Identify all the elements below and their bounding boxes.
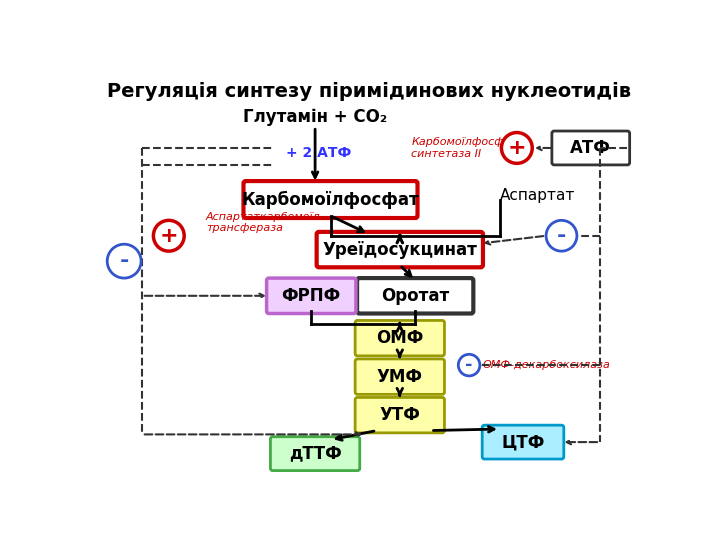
FancyBboxPatch shape [355,320,444,356]
Text: + 2 АТФ: + 2 АТФ [287,146,351,160]
Text: ОМФ-декарбоксилаза: ОМФ-декарбоксилаза [483,360,611,370]
Text: ЦТФ: ЦТФ [501,433,545,451]
FancyBboxPatch shape [357,278,473,314]
Circle shape [546,220,577,251]
Text: УТФ: УТФ [379,406,420,424]
Text: Глутамін + СО₂: Глутамін + СО₂ [243,108,387,126]
FancyBboxPatch shape [355,397,444,433]
Text: Аспартат: Аспартат [500,188,575,203]
Text: -: - [557,226,566,246]
Text: Карбомоїлфосфат-
синтетаза ІІ: Карбомоїлфосфат- синтетаза ІІ [411,137,521,159]
Text: Карбомоїлфосфат: Карбомоїлфосфат [242,191,419,208]
Text: АТФ: АТФ [570,139,611,157]
Text: ФРПФ: ФРПФ [282,287,341,305]
Text: -: - [120,251,129,271]
Circle shape [501,132,532,164]
FancyBboxPatch shape [243,181,418,218]
Text: Оротат: Оротат [381,287,449,305]
FancyBboxPatch shape [552,131,630,165]
FancyBboxPatch shape [482,425,564,459]
Circle shape [459,354,480,376]
Text: Уреїдосукцинат: Уреїдосукцинат [323,241,477,259]
FancyBboxPatch shape [355,359,444,394]
Text: +: + [508,138,526,158]
FancyBboxPatch shape [266,278,356,314]
Text: -: - [465,356,473,374]
Text: дТТФ: дТТФ [289,444,341,463]
Text: УМФ: УМФ [377,368,423,386]
Text: +: + [160,226,178,246]
Circle shape [107,244,141,278]
Circle shape [153,220,184,251]
FancyBboxPatch shape [317,232,483,267]
Text: Регуляція синтезу піримідинових нуклеотидів: Регуляція синтезу піримідинових нуклеоти… [107,82,631,101]
Text: ОМФ: ОМФ [376,329,423,347]
Text: Аспартаткарбомоїл-
трансфераза: Аспартаткарбомоїл- трансфераза [206,212,325,233]
FancyBboxPatch shape [271,437,360,470]
